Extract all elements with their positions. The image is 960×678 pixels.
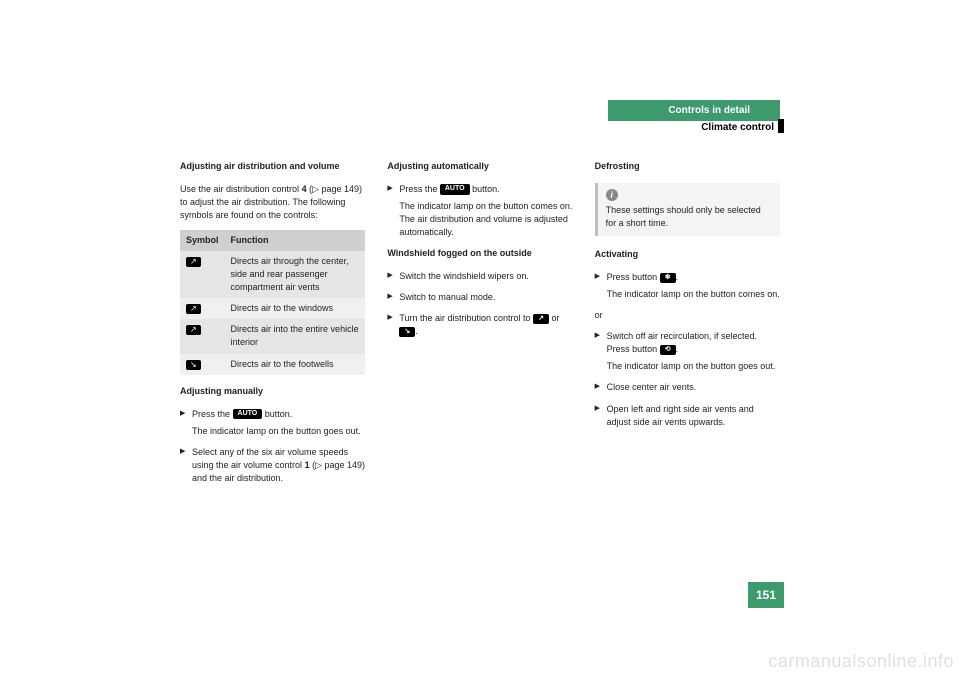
- or-text: or: [595, 309, 780, 322]
- step: Select any of the six air volume speeds …: [180, 446, 365, 485]
- step: Turn the air distribution control to ↗ o…: [387, 312, 572, 338]
- column-3: Defrosting i These settings should only …: [595, 160, 780, 493]
- column-2: Adjusting automatically Press the AUTO b…: [387, 160, 572, 493]
- table-row: ↗ Directs air into the entire vehicle in…: [180, 319, 365, 353]
- step-result: The indicator lamp on the button goes ou…: [595, 360, 780, 373]
- col-symbol: Symbol: [180, 230, 225, 251]
- text: Switch off air recirculation, if selecte…: [607, 331, 757, 354]
- auto-button-icon: AUTO: [440, 184, 470, 194]
- heading-defrost: Defrosting: [595, 160, 780, 173]
- step-list: Switch off air recirculation, if selecte…: [595, 330, 780, 356]
- heading-manual: Adjusting manually: [180, 385, 365, 398]
- page-number: 151: [748, 582, 784, 608]
- table-row: ↘ Directs air to the footwells: [180, 354, 365, 375]
- text: Turn the air distribution control to: [399, 313, 533, 323]
- edge-marker: [778, 119, 784, 133]
- air-footwell-icon: ↘: [399, 327, 415, 337]
- air-window-icon: ↗: [186, 304, 201, 314]
- symbol-table: Symbol Function ↗ Directs air through th…: [180, 230, 365, 374]
- step-result: The indicator lamp on the button goes ou…: [180, 425, 365, 438]
- table-row: ↗ Directs air through the center, side a…: [180, 251, 365, 298]
- step: Press the AUTO button.: [387, 183, 572, 196]
- section-subtitle: Climate control: [701, 122, 780, 133]
- info-note: i These settings should only be selected…: [595, 183, 780, 236]
- step-list: Switch the windshield wipers on. Switch …: [387, 270, 572, 338]
- text: Press the: [192, 409, 233, 419]
- defrost-button-icon: ❄: [660, 273, 676, 283]
- step: Switch off air recirculation, if selecte…: [595, 330, 780, 356]
- text: .: [676, 272, 679, 282]
- air-window-icon: ↗: [533, 314, 549, 324]
- air-interior-icon: ↗: [186, 325, 201, 335]
- air-center-icon: ↗: [186, 257, 201, 267]
- watermark: carmanualsonline.info: [768, 651, 954, 672]
- text: Press button: [607, 272, 660, 282]
- intro-text: Use the air distribution control 4 (▷ pa…: [180, 183, 365, 222]
- step-list: Press the AUTO button.: [387, 183, 572, 196]
- content-columns: Adjusting air distribution and volume Us…: [180, 160, 780, 493]
- cell: Directs air to the windows: [225, 298, 366, 319]
- text: .: [676, 344, 679, 354]
- cell: Directs air through the center, side and…: [225, 251, 366, 298]
- info-icon: i: [606, 189, 618, 201]
- text: Press the: [399, 184, 440, 194]
- step: Open left and right side air vents and a…: [595, 403, 780, 429]
- auto-button-icon: AUTO: [233, 409, 263, 419]
- note-text: These settings should only be selected f…: [606, 204, 772, 230]
- step-list: Press button ❄.: [595, 271, 780, 284]
- step-list: Press the AUTO button.: [180, 408, 365, 421]
- heading-fogged: Windshield fogged on the outside: [387, 247, 572, 260]
- step: Press button ❄.: [595, 271, 780, 284]
- column-1: Adjusting air distribution and volume Us…: [180, 160, 365, 493]
- manual-page: Controls in detail Climate control Adjus…: [180, 100, 780, 618]
- heading-air-dist: Adjusting air distribution and volume: [180, 160, 365, 173]
- col-function: Function: [225, 230, 366, 251]
- step: Press the AUTO button.: [180, 408, 365, 421]
- step-list: Close center air vents. Open left and ri…: [595, 381, 780, 428]
- section-tab: Controls in detail: [608, 100, 780, 121]
- recirc-button-icon: ⟲: [660, 345, 676, 355]
- cell: Directs air into the entire vehicle inte…: [225, 319, 366, 353]
- heading-activating: Activating: [595, 248, 780, 261]
- text: .: [415, 326, 418, 336]
- text: or: [549, 313, 560, 323]
- step: Switch to manual mode.: [387, 291, 572, 304]
- air-footwell-icon: ↘: [186, 360, 201, 370]
- table-header-row: Symbol Function: [180, 230, 365, 251]
- step-result: The indicator lamp on the button comes o…: [387, 200, 572, 239]
- heading-auto: Adjusting automatically: [387, 160, 572, 173]
- step-result: The indicator lamp on the button comes o…: [595, 288, 780, 301]
- text: button.: [262, 409, 292, 419]
- step: Switch the windshield wipers on.: [387, 270, 572, 283]
- table-row: ↗ Directs air to the windows: [180, 298, 365, 319]
- step: Close center air vents.: [595, 381, 780, 394]
- step-list: Select any of the six air volume speeds …: [180, 446, 365, 485]
- text: button.: [470, 184, 500, 194]
- cell: Directs air to the footwells: [225, 354, 366, 375]
- text: Use the air distribution control: [180, 184, 302, 194]
